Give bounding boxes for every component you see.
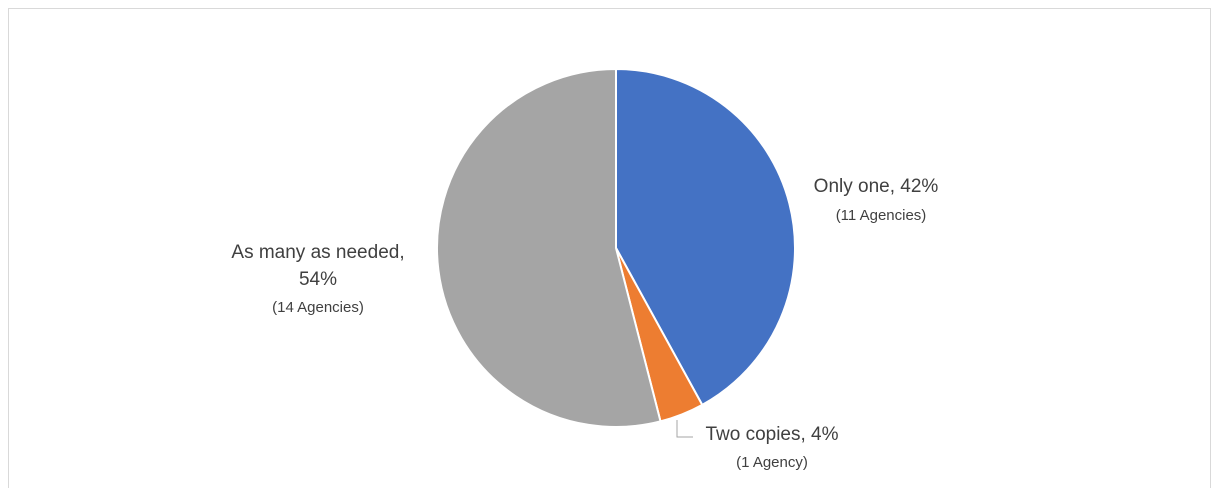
only-one-count-label: (11 Agencies) [836, 207, 927, 224]
only-one-label: Only one, 42% [814, 176, 939, 197]
pie-slice-only-one [615, 68, 796, 406]
as-many-percent-label: 54% [299, 269, 337, 290]
pie-slices [436, 68, 796, 428]
as-many-label: As many as needed, [231, 242, 404, 263]
as-many-count-label: (14 Agencies) [272, 299, 364, 316]
two-copies-label: Two copies, 4% [705, 424, 838, 445]
two-copies-leader-line [676, 420, 693, 438]
pie-slice-as-many-as-needed [436, 68, 662, 428]
two-copies-count-label: (1 Agency) [736, 454, 808, 471]
